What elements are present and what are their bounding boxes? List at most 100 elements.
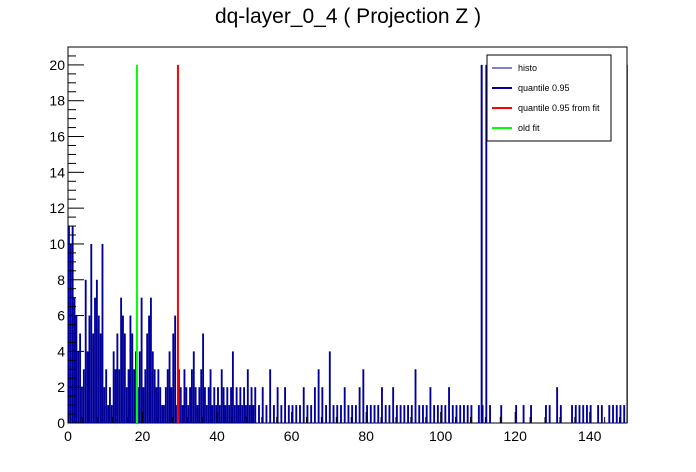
- histogram-bar: [556, 387, 559, 423]
- histogram-bar: [608, 405, 611, 423]
- histogram-bar: [571, 405, 573, 423]
- histogram-bar: [586, 405, 588, 423]
- x-tick-label: 0: [64, 428, 72, 444]
- histogram-bar: [500, 405, 503, 423]
- y-tick-label: 4: [57, 343, 65, 359]
- histogram-bar: [187, 405, 190, 423]
- histogram-bar: [399, 405, 402, 423]
- histogram-bar: [213, 387, 216, 423]
- x-tick-label: 60: [284, 428, 300, 444]
- histogram-bar: [198, 387, 201, 423]
- y-tick-label: 20: [49, 57, 65, 73]
- histogram-bar: [250, 387, 253, 423]
- histogram-bar: [144, 369, 147, 423]
- histogram-bar: [414, 369, 417, 423]
- histogram-bar: [373, 405, 376, 423]
- legend-label-histo: histo: [518, 63, 537, 73]
- histogram-bar: [107, 405, 109, 423]
- y-tick-label: 8: [57, 272, 65, 288]
- histogram-bar: [237, 405, 240, 423]
- legend-label-old-fit: old fit: [518, 123, 540, 133]
- chart-title: dq-layer_0_4 ( Projection Z ): [215, 5, 481, 28]
- histogram-bar: [122, 315, 124, 423]
- histogram-bar: [395, 405, 398, 423]
- histogram-bar: [243, 387, 246, 423]
- histogram-bar: [280, 405, 283, 423]
- histogram-bar: [306, 405, 309, 423]
- histogram-bar: [90, 243, 93, 423]
- histogram-bar: [157, 369, 160, 423]
- histogram-bar: [217, 387, 219, 423]
- histogram-bar: [99, 333, 102, 423]
- histogram-bar: [218, 405, 221, 423]
- histogram-bar: [183, 369, 186, 423]
- histogram-bar: [287, 405, 290, 423]
- y-tick-label: 12: [49, 200, 65, 216]
- histogram-bar: [131, 333, 134, 423]
- histogram-bar: [215, 405, 218, 423]
- histogram-bar: [578, 405, 581, 423]
- histogram-bar: [276, 387, 279, 423]
- histogram-bar: [403, 405, 406, 423]
- histogram-bar: [168, 351, 171, 423]
- histogram-bar: [241, 405, 244, 423]
- x-tick-label: 80: [358, 428, 374, 444]
- histogram-bar: [254, 387, 257, 423]
- histogram-bar: [515, 405, 518, 423]
- histogram-bar: [200, 369, 203, 423]
- histogram-bar: [362, 369, 365, 423]
- histogram-bar: [174, 315, 177, 423]
- histogram-bar: [448, 387, 450, 423]
- y-tick-label: 10: [49, 236, 65, 252]
- histogram-bar: [295, 405, 298, 423]
- histogram-bar: [170, 387, 173, 423]
- marker-lines: [135, 64, 483, 423]
- histogram-bar: [466, 405, 469, 423]
- histogram-bar: [125, 387, 128, 423]
- histogram-bar: [148, 315, 150, 423]
- histogram-bar: [284, 387, 287, 423]
- y-tick-label: 14: [49, 164, 65, 180]
- histogram-bar: [196, 405, 199, 423]
- histogram-bar: [425, 405, 428, 423]
- histogram-bar: [530, 405, 532, 423]
- histogram-bar: [444, 405, 447, 423]
- histogram-bar: [597, 405, 600, 423]
- histogram-bar: [82, 369, 85, 423]
- histogram-bar: [118, 369, 121, 423]
- histogram-bar: [211, 405, 214, 423]
- histogram-bar: [166, 369, 169, 423]
- x-tick-label: 100: [429, 428, 453, 444]
- histogram-bar: [189, 387, 191, 423]
- legend: histo quantile 0.95 quantile 0.95 from f…: [486, 54, 612, 142]
- x-tick-label: 120: [504, 428, 528, 444]
- histogram-bar: [347, 405, 350, 423]
- histogram-bar: [381, 387, 383, 423]
- histogram-bar: [351, 405, 354, 423]
- histogram-bar: [209, 369, 212, 423]
- histogram-bar: [239, 387, 242, 423]
- histogram-bar: [418, 405, 421, 423]
- histogram-bar: [179, 387, 182, 423]
- histogram-bar: [84, 279, 87, 423]
- histogram-bar: [190, 369, 193, 423]
- histogram-bar: [485, 64, 488, 424]
- histogram-bar: [548, 405, 551, 423]
- histogram-bar: [477, 405, 480, 423]
- histogram-bar: [619, 405, 622, 423]
- histogram-bar: [358, 387, 361, 423]
- histogram-bar: [369, 405, 372, 423]
- histogram-bar: [163, 405, 165, 423]
- histogram-bar: [429, 387, 432, 423]
- histogram-bar: [261, 387, 264, 423]
- histogram-bar: [205, 405, 208, 423]
- histogram-bar: [340, 405, 342, 423]
- histogram-bar: [105, 369, 108, 423]
- histogram-bar: [97, 315, 100, 423]
- histogram-bar: [600, 405, 603, 423]
- histogram-bar: [299, 405, 301, 423]
- histogram-bar: [384, 405, 387, 423]
- histogram-bar: [101, 243, 104, 423]
- histogram-bar: [86, 351, 89, 423]
